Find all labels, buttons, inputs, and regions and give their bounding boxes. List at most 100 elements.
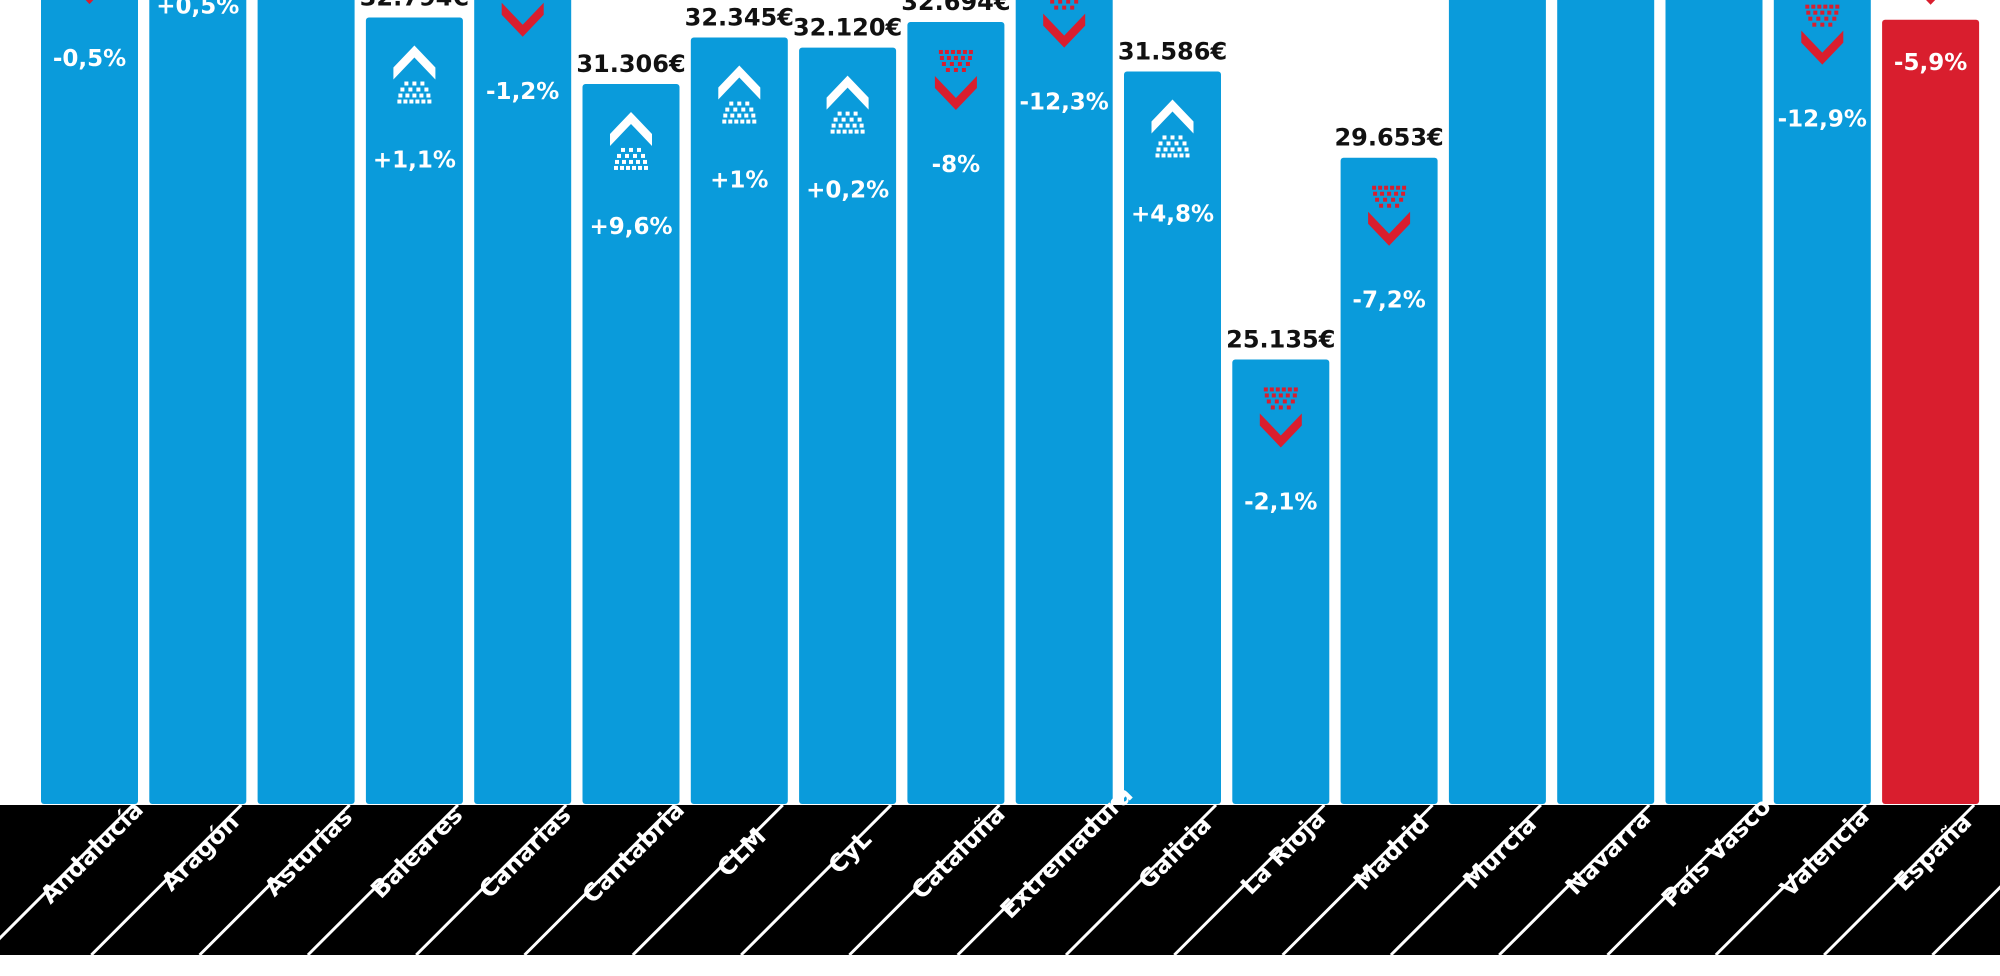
bar	[1882, 19, 1980, 805]
arrow-dots	[1163, 147, 1168, 152]
arrow-dots	[1174, 141, 1179, 146]
arrow-dots	[626, 165, 630, 170]
arrow-dots	[1274, 399, 1279, 404]
arrow-dots	[1062, 5, 1067, 10]
arrow-dots	[1275, 387, 1280, 392]
change-label: +4,8%	[1131, 201, 1214, 227]
arrow-dots	[944, 49, 949, 54]
arrow-dots	[397, 99, 402, 104]
arrow-dots	[967, 55, 972, 60]
change-label: -7,2%	[1352, 288, 1425, 314]
arrow-dots	[398, 93, 403, 98]
arrow-dots	[621, 147, 625, 152]
separator-line	[1389, 803, 1542, 957]
arrow-dots	[733, 107, 738, 112]
arrow-dots	[1167, 153, 1172, 158]
arrow-dots	[1824, 16, 1829, 21]
separator-line	[1714, 803, 1867, 957]
separator-line	[1173, 803, 1326, 957]
arrow-dots	[744, 113, 749, 118]
arrow-dots	[1379, 203, 1384, 208]
chevron	[393, 45, 436, 80]
arrow-dots	[412, 81, 417, 86]
arrow-dots	[424, 87, 429, 92]
bar	[474, 0, 572, 804]
arrow-dots	[420, 81, 425, 86]
value-label: 32.120€	[793, 14, 902, 42]
arrow-dots	[1290, 399, 1295, 404]
arrow-dots	[1834, 10, 1839, 15]
arrow-dots	[641, 153, 645, 158]
arrow-dots	[946, 55, 951, 60]
change-label: +9,6%	[589, 214, 672, 240]
separator-line	[1606, 803, 1759, 957]
arrow-dots	[1835, 4, 1840, 9]
separator-line	[198, 803, 351, 957]
arrow-dots	[1399, 197, 1404, 202]
arrow-dots	[961, 67, 966, 72]
arrow-dots	[849, 117, 854, 122]
arrow-dots	[746, 119, 751, 124]
value-label: 29.653€	[1334, 124, 1443, 152]
bar	[690, 37, 788, 804]
arrow-dots	[1808, 16, 1813, 21]
arrow-dots	[1271, 393, 1276, 398]
arrow-dots	[1384, 185, 1389, 190]
bar	[1232, 359, 1330, 804]
arrow-dots	[617, 153, 621, 158]
arrow-dots	[405, 93, 410, 98]
arrow-dots	[1812, 22, 1817, 27]
arrow-dots	[1391, 197, 1396, 202]
arrow-dots	[415, 99, 420, 104]
chevron	[85, 0, 94, 5]
arrow-dots	[1378, 185, 1383, 190]
arrow-dots	[1286, 405, 1291, 410]
change-label: -1,2%	[486, 79, 559, 105]
bar	[1015, 0, 1113, 804]
bar	[1448, 0, 1546, 804]
chevron	[610, 111, 652, 146]
value-label: 31.306€	[576, 50, 685, 78]
arrow-dots	[615, 159, 619, 164]
up-arrow-icon	[610, 111, 652, 170]
arrow-dots	[860, 129, 865, 134]
arrow-dots	[1155, 153, 1160, 158]
bar	[41, 0, 138, 804]
arrow-dots	[729, 101, 734, 106]
arrow-dots	[1292, 393, 1297, 398]
arrow-dots	[722, 119, 727, 124]
separator-line	[415, 803, 568, 957]
bar	[799, 47, 897, 804]
separator-line	[523, 803, 676, 957]
arrow-dots	[965, 61, 970, 66]
arrow-dots	[1817, 4, 1822, 9]
arrow-dots	[1182, 141, 1187, 146]
arrow-dots	[841, 117, 846, 122]
arrow-dots	[1395, 203, 1400, 208]
arrow-dots	[1264, 393, 1269, 398]
arrow-dots	[1066, 0, 1071, 4]
arrow-dots	[1266, 399, 1271, 404]
chevron	[1801, 30, 1844, 65]
down-arrow-icon	[1043, 0, 1086, 48]
arrow-dots	[1170, 147, 1175, 152]
arrow-dots	[1161, 153, 1166, 158]
chevron	[934, 75, 977, 110]
arrow-dots	[1820, 22, 1825, 27]
up-arrow-icon	[1151, 99, 1194, 158]
arrow-dots	[1827, 10, 1832, 15]
arrow-dots	[1058, 0, 1063, 4]
arrow-dots	[1278, 393, 1283, 398]
bars-layer: 35.066€-0,5%36.248€+0,5%38.212€+3,5%32.7…	[41, 0, 1980, 805]
arrow-dots	[1074, 0, 1079, 4]
arrow-dots	[1185, 153, 1190, 158]
change-label: +0,2%	[806, 178, 889, 204]
down-arrow-icon	[1926, 0, 1936, 5]
separator-line	[631, 803, 784, 957]
bar	[1665, 0, 1763, 804]
down-arrow-icon	[1368, 185, 1411, 246]
arrow-dots	[412, 93, 417, 98]
arrow-dots	[637, 147, 641, 152]
change-label: -2,1%	[1244, 489, 1317, 515]
